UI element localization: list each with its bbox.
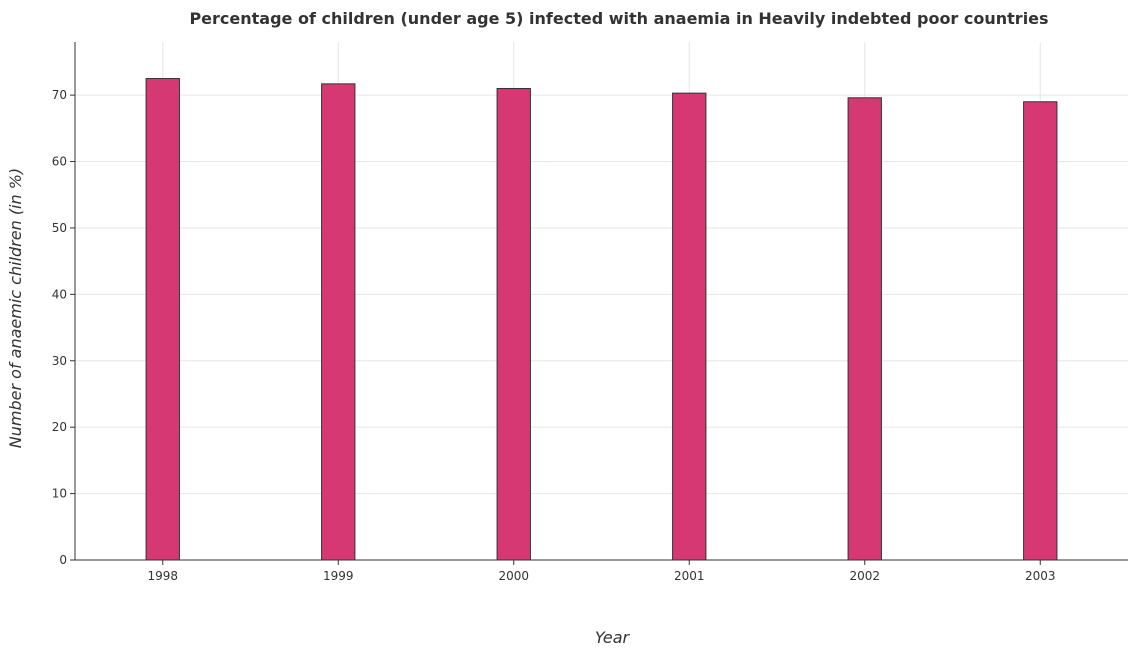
y-tick-label: 60 — [52, 155, 67, 169]
bar-2001 — [672, 92, 707, 561]
bars — [145, 78, 1058, 561]
x-axis-label: Year — [595, 628, 631, 647]
y-tick-label: 30 — [52, 354, 67, 368]
y-tick-label: 20 — [52, 420, 67, 434]
y-tick-label: 50 — [52, 221, 67, 235]
bar-1999 — [321, 83, 356, 561]
y-tick-label: 70 — [52, 88, 67, 102]
chart-title: Percentage of children (under age 5) inf… — [189, 9, 1048, 28]
y-tick-label: 0 — [59, 553, 67, 567]
x-tick-label: 2003 — [1025, 569, 1056, 583]
axes — [70, 42, 1128, 565]
tick-labels: 0 10 20 30 40 50 60 70 1998 1999 2000 2001 2002 2003 — [52, 88, 1056, 583]
x-tick-label: 1999 — [323, 569, 354, 583]
y-axis-label: Number of anaemic children (in %) — [6, 168, 25, 448]
x-tick-label: 1998 — [147, 569, 178, 583]
gridlines — [75, 42, 1128, 561]
bar-2000 — [496, 87, 531, 561]
x-tick-label: 2002 — [849, 569, 880, 583]
y-tick-label: 40 — [52, 287, 67, 301]
bar-1998 — [145, 78, 180, 561]
x-tick-label: 2000 — [498, 569, 529, 583]
bar-2003 — [1023, 101, 1058, 561]
bar-2002 — [847, 97, 882, 561]
y-tick-label: 10 — [52, 487, 67, 501]
x-tick-label: 2001 — [674, 569, 705, 583]
